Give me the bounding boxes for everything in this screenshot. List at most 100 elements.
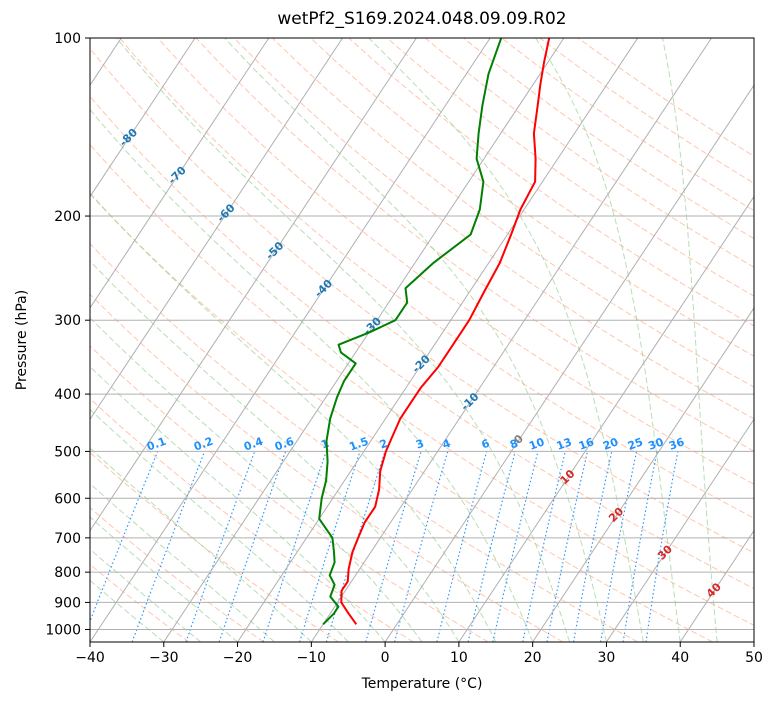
mixing-ratio-line — [365, 451, 422, 642]
isotherm-line — [90, 38, 491, 642]
mixing-ratio-line — [90, 451, 159, 623]
temperature-profile — [340, 38, 551, 625]
x-axis-label: Temperature (°C) — [361, 676, 483, 692]
isotherm-line — [90, 38, 270, 309]
isotherm-line — [90, 38, 417, 532]
mixing-ratio-label: 36 — [667, 435, 686, 453]
y-tick-label: 800 — [54, 565, 81, 581]
moist-adiabat — [535, 38, 681, 642]
plot-area — [90, 38, 754, 642]
mixing-ratio-label: 0.4 — [242, 435, 265, 454]
dry-adiabat — [119, 38, 754, 519]
dry-adiabat — [157, 38, 754, 485]
moist-adiabat — [368, 38, 644, 642]
mixing-ratio-label: 4 — [441, 437, 453, 452]
chart-title: wetPf2_S169.2024.048.09.09.R02 — [277, 9, 567, 29]
mixing-ratio-line — [131, 451, 206, 642]
axes: −40 −30 −20 −10 0 10 20 30 40 5010020030040050060… — [45, 31, 763, 666]
mixing-ratio-label: 10 — [527, 435, 546, 453]
dry-adiabat — [90, 345, 489, 642]
dry-adiabat — [90, 507, 265, 642]
isotherm-line — [679, 529, 754, 642]
moist-adiabat — [90, 579, 165, 642]
x-tick-label: 20 — [524, 650, 542, 666]
isotherm-line — [90, 38, 344, 421]
moist-adiabat — [662, 38, 718, 642]
isotherm-line — [163, 38, 565, 642]
x-tick-label: 10 — [450, 650, 468, 666]
dry-adiabat — [90, 397, 414, 642]
y-tick-label: 100 — [54, 31, 81, 47]
x-tick-label: −20 — [223, 650, 253, 666]
dry-adiabat — [90, 95, 754, 590]
mixing-ratio-line — [262, 451, 327, 642]
mixing-ratio-label: 0.1 — [145, 435, 168, 454]
isotherm-line — [237, 38, 639, 642]
moist-adiabat — [90, 447, 312, 642]
x-tick-label: 0 — [381, 650, 390, 666]
moist-adiabat — [116, 38, 571, 642]
dry-adiabat — [310, 38, 754, 357]
dry-adiabat — [386, 38, 754, 297]
isotherm-line — [606, 418, 754, 642]
moist-adiabat — [90, 482, 275, 642]
moist-adiabat — [90, 317, 423, 642]
mixing-ratio-label: 20 — [601, 435, 620, 453]
mixing-ratio-label: 6 — [480, 437, 492, 452]
background-lines — [90, 38, 754, 642]
x-tick-label: 40 — [671, 650, 689, 666]
mixing-ratio-label: 30 — [646, 435, 665, 453]
dry-adiabat — [233, 38, 754, 420]
mixing-ratio-line — [645, 451, 679, 642]
moist-adiabat — [90, 548, 202, 642]
y-tick-label: 400 — [54, 387, 81, 403]
y-tick-label: 200 — [54, 209, 81, 225]
moist-adiabat — [90, 408, 349, 642]
mixing-ratio-line — [436, 451, 488, 642]
dry-adiabat — [90, 144, 754, 626]
moist-adiabat — [90, 108, 534, 642]
isotherm-label: -90 — [68, 88, 91, 111]
x-tick-label: −40 — [75, 650, 105, 666]
dry-adiabat — [90, 242, 639, 642]
isotherm-line — [458, 195, 754, 642]
mixing-ratio-label: 3 — [414, 437, 426, 452]
mixing-ratio-label: 13 — [555, 435, 574, 452]
y-axis-label: Pressure (hPa) — [14, 289, 30, 391]
mixing-ratio-label: 1 — [319, 437, 331, 452]
dewpoint-profile — [318, 38, 503, 626]
moist-adiabat — [90, 516, 238, 642]
sounding-profiles — [318, 38, 551, 626]
isotherm-line — [532, 307, 754, 642]
isotherm-label: -100 — [17, 48, 46, 77]
mixing-ratio-line — [467, 451, 516, 642]
mixing-ratio-label: 1.5 — [347, 435, 370, 454]
mixing-ratio-label: 8 — [508, 437, 520, 452]
moist-adiabat — [90, 260, 460, 642]
mixing-ratio-line — [218, 451, 287, 642]
y-tick-label: 300 — [54, 313, 81, 329]
mixing-ratio-line — [185, 451, 256, 642]
mixing-ratio-label: 0.6 — [273, 435, 296, 454]
isotherm-line — [384, 84, 754, 642]
dry-adiabat — [90, 193, 713, 642]
mixing-ratio-label: 0.2 — [192, 435, 215, 454]
y-tick-label: 700 — [54, 531, 81, 547]
mixing-ratio-label: 2 — [378, 437, 390, 452]
y-tick-label: 1000 — [45, 622, 81, 638]
moist-adiabat — [224, 38, 607, 642]
isotherm-line — [310, 38, 712, 642]
dry-adiabat — [90, 293, 564, 642]
mixing-ratio-label: 25 — [626, 435, 645, 452]
isotherm-line — [90, 38, 196, 198]
y-tick-label: 500 — [54, 444, 81, 460]
x-tick-label: −10 — [297, 650, 327, 666]
mixing-ratio-line — [299, 451, 361, 642]
x-tick-label: 30 — [598, 650, 616, 666]
y-tick-label: 900 — [54, 595, 81, 611]
isotherm-line — [753, 641, 754, 642]
x-tick-label: −30 — [149, 650, 179, 666]
plot-frame — [89, 37, 755, 643]
moist-adiabat — [90, 192, 497, 642]
